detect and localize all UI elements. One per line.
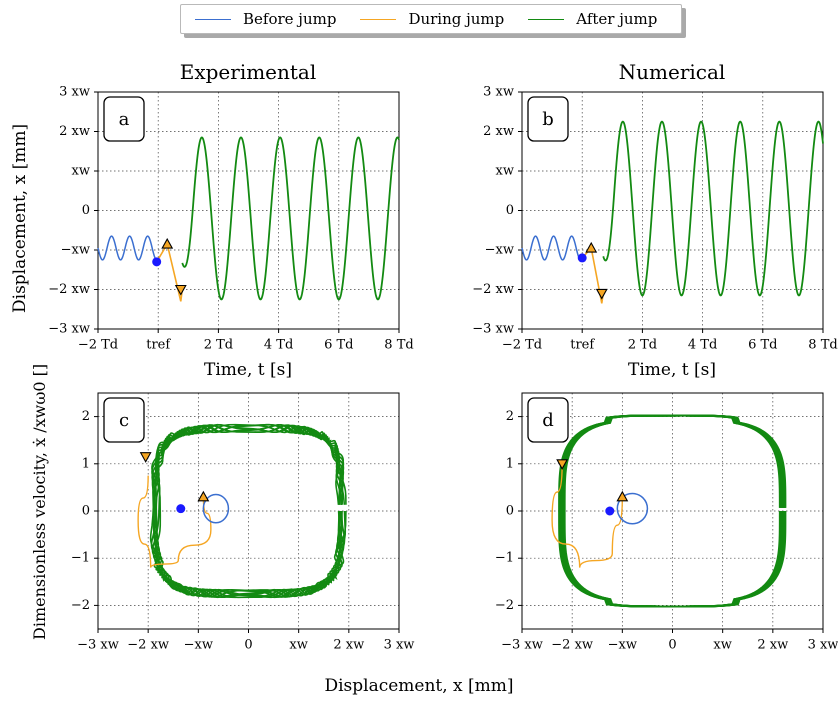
xlabel-time-right: Time, t [s]	[522, 360, 822, 380]
y-tick-label: −2	[71, 598, 90, 613]
xlabel-displacement: Displacement, x [mm]	[0, 676, 838, 696]
y-tick-label: xw	[496, 164, 514, 179]
marker-start-dot	[578, 253, 587, 262]
y-tick-label: xw	[72, 164, 90, 179]
x-tick-label: tref	[570, 338, 595, 353]
series-after	[182, 137, 399, 299]
y-tick-label: 2	[506, 409, 514, 424]
legend: Before jump During jump After jump	[180, 4, 686, 36]
x-tick-label: 2 Td	[628, 338, 657, 353]
marker-start-dot	[176, 504, 185, 513]
x-tick-label: 0	[668, 638, 676, 653]
legend-line-before	[195, 19, 231, 20]
xlabel-time-left: Time, t [s]	[98, 360, 398, 380]
legend-item-before: Before jump	[195, 10, 336, 28]
series-during	[157, 244, 183, 301]
x-tick-label: −2 Td	[78, 338, 118, 353]
panel-c: −3 xw −2 xw −xw 0 xw 2 xw 3 xw 2 1 0 −1 −2 c	[71, 393, 415, 653]
x-tick-label: 6 Td	[748, 338, 777, 353]
legend-item-after: After jump	[528, 10, 657, 28]
legend-box: Before jump During jump After jump	[180, 4, 682, 34]
panel-d: −3 xw −2 xw −xw 0 xw 2 xw 3 xw 2 1 0 −1 −2 d	[495, 393, 838, 653]
x-tick-label: −xw	[608, 638, 637, 653]
legend-item-during: During jump	[360, 10, 504, 28]
x-tick-label: 2 xw	[333, 638, 364, 653]
x-tick-label: 2 xw	[757, 638, 788, 653]
panel-letter: d	[542, 410, 554, 431]
x-tick-label: −2 xw	[551, 638, 593, 653]
marker-triangle-down	[597, 289, 607, 298]
x-tick-label: 4 Td	[688, 338, 717, 353]
y-tick-label: 0	[506, 504, 514, 519]
x-tick-label: 8 Td	[384, 338, 413, 353]
x-tick-label: −2 xw	[127, 638, 169, 653]
legend-label-after: After jump	[576, 10, 657, 28]
y-tick-label: 0	[82, 203, 90, 218]
y-tick-label: −2 xw	[472, 282, 514, 297]
legend-line-after	[528, 19, 564, 20]
y-tick-label: 3 xw	[59, 85, 90, 100]
y-tick-label: 2 xw	[59, 124, 90, 139]
panel-letter: a	[119, 109, 130, 130]
x-tick-label: 6 Td	[324, 338, 353, 353]
marker-start-dot	[605, 507, 614, 516]
marker-triangle-up	[162, 239, 172, 248]
legend-label-during: During jump	[408, 10, 504, 28]
x-tick-label: xw	[713, 638, 731, 653]
y-tick-label: 2 xw	[483, 124, 514, 139]
y-tick-label: 1	[506, 456, 514, 471]
y-tick-label: −3 xw	[472, 322, 514, 337]
ylabel-velocity: Dimensionless velocity, ẋ /xwω0 []	[30, 364, 49, 640]
panel-a: −2 Td tref 2 Td 4 Td 6 Td 8 Td 3 xw 2 xw xw 0 −xw −…	[48, 85, 413, 353]
marker-triangle-up	[198, 492, 208, 501]
x-tick-label: −3 xw	[77, 638, 119, 653]
y-tick-label: −xw	[61, 243, 90, 258]
x-tick-label: −3 xw	[501, 638, 543, 653]
y-tick-label: 1	[82, 456, 90, 471]
marker-triangle-down	[141, 453, 151, 462]
title-experimental: Experimental	[98, 60, 398, 84]
x-tick-label: 8 Td	[808, 338, 837, 353]
series-during	[138, 476, 211, 568]
marker-start-dot	[152, 257, 161, 266]
series-before	[522, 236, 582, 260]
x-tick-label: −xw	[184, 638, 213, 653]
panel-b: −2 Td tref 2 Td 4 Td 6 Td 8 Td 3 xw 2 xw xw 0 −xw −…	[472, 85, 837, 353]
y-tick-label: −2 xw	[48, 282, 90, 297]
legend-line-during	[360, 19, 396, 20]
marker-triangle-up	[586, 243, 596, 252]
x-tick-label: −2 Td	[502, 338, 542, 353]
legend-label-before: Before jump	[243, 10, 336, 28]
y-tick-label: 0	[506, 203, 514, 218]
panel-letter: c	[119, 410, 129, 431]
x-tick-label: 3 xw	[384, 638, 415, 653]
y-tick-label: −3 xw	[48, 322, 90, 337]
x-tick-label: 3 xw	[808, 638, 838, 653]
panel-letter: b	[542, 109, 554, 130]
series-before	[98, 236, 157, 262]
y-tick-label: 3 xw	[483, 85, 514, 100]
y-tick-label: −1	[71, 551, 90, 566]
x-tick-label: tref	[146, 338, 171, 353]
ylabel-displacement: Displacement, x [mm]	[10, 124, 30, 313]
series-after	[603, 122, 823, 296]
marker-triangle-up	[617, 492, 627, 501]
x-tick-label: 2 Td	[204, 338, 233, 353]
x-tick-label: 4 Td	[264, 338, 293, 353]
x-tick-label: 0	[244, 638, 252, 653]
y-tick-label: 0	[82, 504, 90, 519]
y-tick-label: −2	[495, 598, 514, 613]
y-tick-label: −1	[495, 551, 514, 566]
y-tick-label: −xw	[485, 243, 514, 258]
x-tick-label: xw	[289, 638, 307, 653]
y-tick-label: 2	[82, 409, 90, 424]
title-numerical: Numerical	[522, 60, 822, 84]
